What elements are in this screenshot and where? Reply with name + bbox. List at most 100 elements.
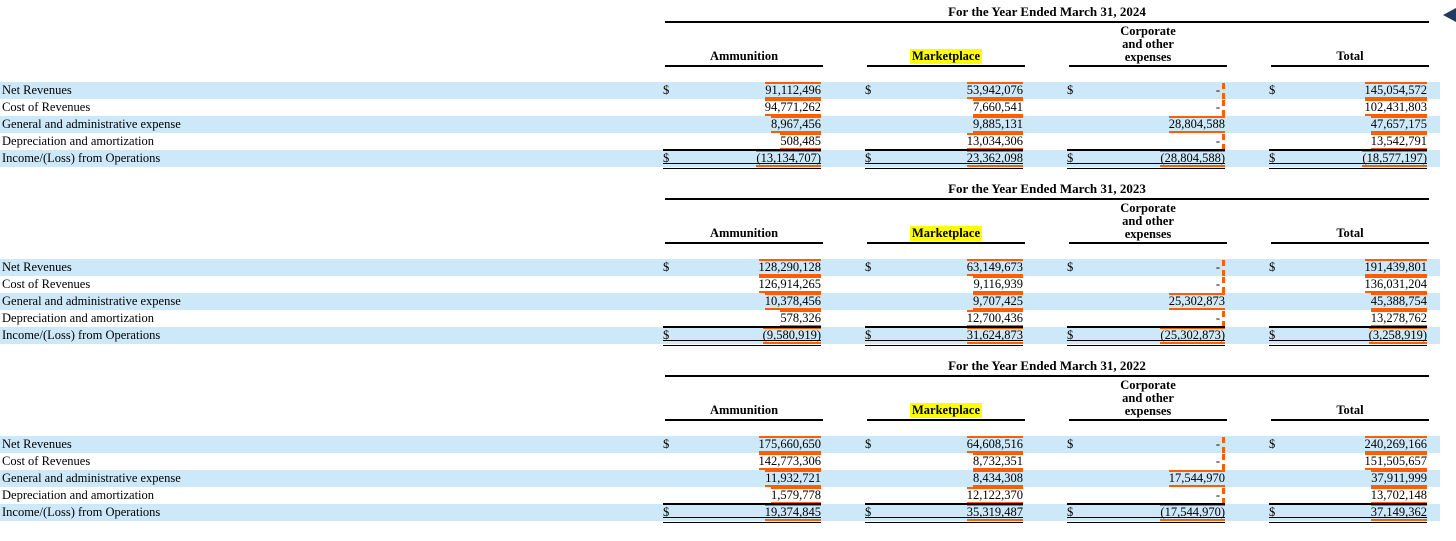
row-cells: $175,660,650 $64,608,516 $ - $240,269,166	[663, 436, 1427, 453]
tagged-fact-value[interactable]: 11,932,721	[765, 470, 821, 487]
row-label: Cost of Revenues	[2, 277, 91, 291]
dollar-sign: $	[663, 151, 670, 165]
row-cells: 142,773,306 8,732,351 - 151,505,657	[663, 453, 1427, 470]
tagged-fact-value[interactable]: 37,149,362	[1370, 504, 1427, 521]
tagged-fact-value[interactable]: (9,580,919)	[762, 327, 821, 344]
value-wrap: 10,378,456	[764, 293, 821, 310]
value-wrap: (18,577,197)	[1362, 150, 1427, 167]
dollar-sign: $	[865, 328, 872, 342]
tagged-fact-value[interactable]: 13,034,306	[966, 133, 1023, 150]
value-cell: 9,707,425	[865, 293, 1023, 310]
tagged-fact-value[interactable]: 508,485	[780, 133, 821, 150]
value-cell: -	[1067, 453, 1225, 470]
row-cells: 578,326 12,700,436 - 13,278,762	[663, 310, 1427, 327]
value-cell: 45,388,754	[1269, 293, 1427, 310]
value-cell: 13,542,791	[1269, 133, 1427, 150]
row-label: General and administrative expense	[2, 117, 181, 131]
tagged-fact-value[interactable]: (25,302,873)	[1160, 327, 1225, 344]
value-cell: 47,657,175	[1269, 116, 1427, 133]
row-label: General and administrative expense	[2, 294, 181, 308]
tagged-fact-value[interactable]: 126,914,265	[758, 276, 821, 293]
table-row: Net Revenues $128,290,128 $63,149,673 $ - $19…	[0, 259, 1440, 276]
tagged-fact-value[interactable]: 8,732,351	[973, 453, 1023, 470]
tagged-fact-value[interactable]: 13,702,148	[1370, 487, 1427, 504]
tagged-fact-value[interactable]: 37,911,999	[1371, 470, 1427, 487]
tagged-fact-value[interactable]: 31,624,873	[966, 327, 1023, 344]
dollar-sign: $	[1269, 437, 1276, 451]
tagged-fact-value[interactable]: 128,290,128	[758, 259, 821, 276]
value-wrap: 17,544,970	[1168, 470, 1225, 487]
row-cells: $ (13,134,707) $23,362,098 $ (28,804,588) $ (1…	[663, 149, 1427, 169]
tagged-fact-value[interactable]: (17,544,970)	[1160, 504, 1225, 521]
tagged-fact-value[interactable]: 136,031,204	[1364, 276, 1427, 293]
tagged-fact-value[interactable]: 175,660,650	[758, 436, 821, 453]
value-cell: -	[1067, 99, 1225, 116]
value-cell: $19,374,845	[663, 503, 821, 523]
tagged-fact-value[interactable]: 13,278,762	[1370, 310, 1427, 327]
tagged-fact-value[interactable]: 8,967,456	[771, 116, 821, 133]
tagged-fact-value[interactable]: 63,149,673	[966, 259, 1023, 276]
table-row: Net Revenues $91,112,496 $53,942,076 $ - $145…	[0, 82, 1440, 99]
tagged-fact-value[interactable]: 47,657,175	[1370, 116, 1427, 133]
tagged-fact-value[interactable]: 12,122,370	[966, 487, 1023, 504]
tagged-fact-value[interactable]: 23,362,098	[966, 150, 1023, 167]
value-cell: -	[1067, 276, 1225, 293]
tagged-fact-value[interactable]: 9,885,131	[973, 116, 1023, 133]
tagged-fact-value[interactable]: 151,505,657	[1364, 453, 1427, 470]
tagged-fact-value[interactable]: 578,326	[780, 310, 821, 327]
value-cell: 136,031,204	[1269, 276, 1427, 293]
column-header-marketplace: Marketplace	[867, 403, 1025, 421]
value-wrap: -	[1216, 133, 1225, 150]
value-wrap: 7,660,541	[973, 99, 1023, 116]
tagged-fact-value[interactable]: 1,579,778	[771, 487, 821, 504]
tagged-fact-value[interactable]: (28,804,588)	[1160, 150, 1225, 167]
row-label: Cost of Revenues	[2, 100, 91, 114]
row-label: Depreciation and amortization	[2, 134, 155, 148]
tagged-fact-value[interactable]: 7,660,541	[973, 99, 1023, 116]
value-wrap: 12,122,370	[966, 487, 1023, 504]
tagged-fact-value[interactable]: 64,608,516	[966, 436, 1023, 453]
tagged-fact-value[interactable]: (18,577,197)	[1362, 150, 1427, 167]
value-wrap: 8,967,456	[771, 116, 821, 133]
value-wrap: 94,771,262	[764, 99, 821, 116]
left-triangle-icon[interactable]	[1443, 8, 1456, 22]
tagged-fact-value[interactable]: 17,544,970	[1168, 470, 1225, 487]
tagged-fact-value[interactable]: 53,942,076	[966, 82, 1023, 99]
value-wrap: (3,258,919)	[1368, 327, 1427, 344]
value-wrap: 64,608,516	[966, 436, 1023, 453]
column-header-row: Ammunition Marketplace Corporate and oth…	[665, 379, 1429, 421]
tagged-fact-value[interactable]: 8,434,308	[973, 470, 1023, 487]
row-label: Depreciation and amortization	[2, 311, 155, 325]
value-wrap: -	[1216, 82, 1225, 99]
tagged-fact-value[interactable]: 45,388,754	[1370, 293, 1427, 310]
tagged-fact-value[interactable]: 240,269,166	[1364, 436, 1427, 453]
tagged-fact-value[interactable]: 35,319,487	[966, 504, 1023, 521]
value-wrap: -	[1216, 310, 1225, 327]
tagged-fact-value[interactable]: 12,700,436	[966, 310, 1023, 327]
value-wrap: -	[1216, 487, 1225, 504]
tagged-fact-value[interactable]: 19,374,845	[764, 504, 821, 521]
tagged-fact-value[interactable]: (13,134,707)	[756, 150, 821, 167]
tagged-fact-value[interactable]: 94,771,262	[764, 99, 821, 116]
value-wrap: 13,702,148	[1370, 487, 1427, 504]
tagged-fact-value[interactable]: 25,302,873	[1168, 293, 1225, 310]
tagged-fact-value[interactable]: 13,542,791	[1370, 133, 1427, 150]
tagged-fact-value[interactable]: 9,116,939	[973, 276, 1023, 293]
tagged-fact-value[interactable]: 91,112,496	[765, 82, 821, 99]
tagged-fact-value[interactable]: 191,439,801	[1364, 259, 1427, 276]
tagged-fact-value[interactable]: (3,258,919)	[1368, 327, 1427, 344]
tagged-fact-value[interactable]: 142,773,306	[758, 453, 821, 470]
tagged-fact-value[interactable]: 102,431,803	[1364, 99, 1427, 116]
tagged-fact-value[interactable]: 9,707,425	[973, 293, 1023, 310]
value-cell: $ -	[1067, 82, 1225, 99]
row-cells: 8,967,456 9,885,131 28,804,588 47,657,175	[663, 116, 1427, 133]
tagged-fact-value[interactable]: 145,054,572	[1364, 82, 1427, 99]
tagged-fact-value[interactable]: 10,378,456	[764, 293, 821, 310]
column-header-label: Ammunition	[709, 226, 779, 240]
row-label: Income/(Loss) from Operations	[2, 505, 161, 519]
table-row: Cost of Revenues 126,914,265 9,116,939 - 136…	[0, 276, 1440, 293]
value-cell: 10,378,456	[663, 293, 821, 310]
tagged-fact-value[interactable]: 28,804,588	[1168, 116, 1225, 133]
value-cell: $240,269,166	[1269, 436, 1427, 453]
nil-value: -	[1215, 100, 1220, 114]
